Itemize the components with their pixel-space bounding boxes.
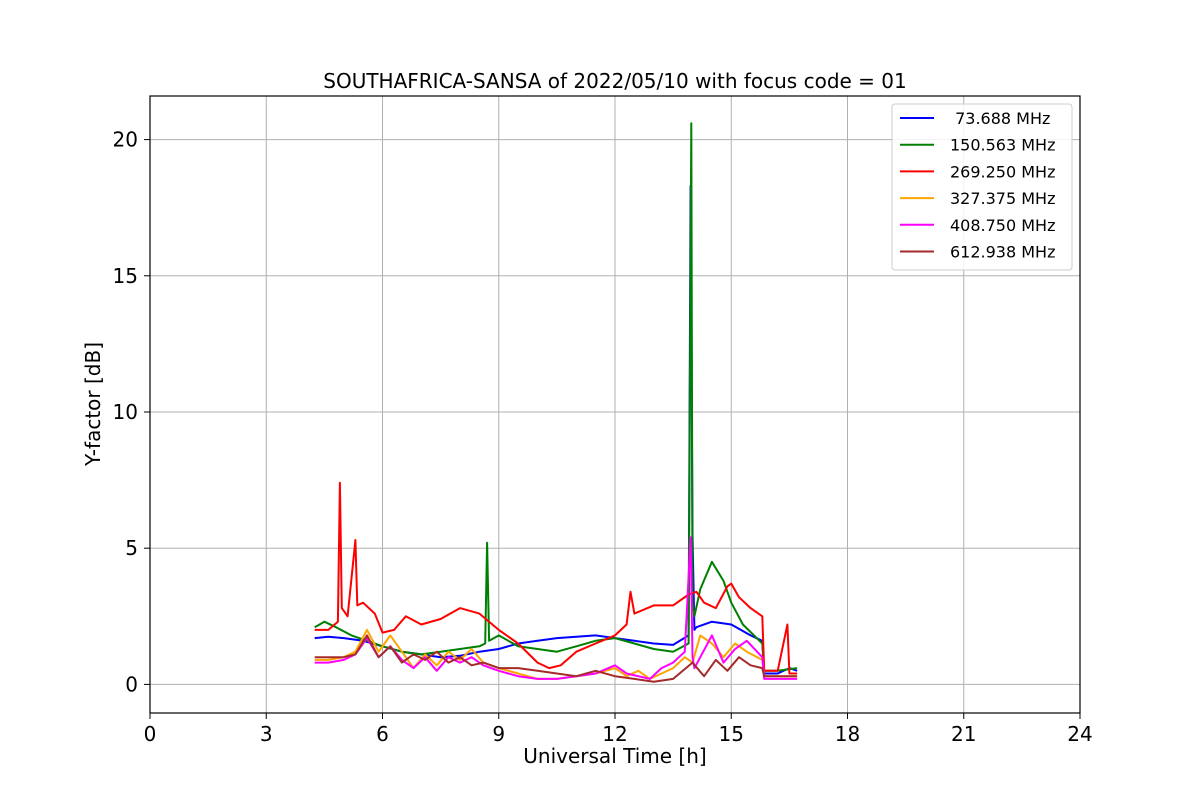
- legend-label: 150.563 MHz: [950, 136, 1055, 155]
- y-tick-label: 15: [113, 264, 138, 288]
- x-tick-label: 9: [492, 722, 505, 746]
- x-axis-label: Universal Time [h]: [523, 744, 706, 768]
- y-tick-label: 0: [125, 672, 138, 696]
- legend-label: 327.375 MHz: [950, 189, 1055, 208]
- x-tick-label: 15: [719, 722, 744, 746]
- legend-label: 408.750 MHz: [950, 216, 1055, 235]
- series-line-6: [314, 634, 798, 683]
- series-line-1: [314, 184, 798, 675]
- x-tick-label: 18: [835, 722, 860, 746]
- x-tick-label: 12: [602, 722, 627, 746]
- y-tick-label: 10: [113, 400, 138, 424]
- y-tick-label: 5: [125, 536, 138, 560]
- x-tick-label: 0: [144, 722, 157, 746]
- ticks: 0 3 6 9 12 15 18 21 24 0 5 10 15 20: [113, 128, 1093, 746]
- chart-title: SOUTHAFRICA-SANSA of 2022/05/10 with foc…: [323, 69, 907, 93]
- series-line-3: [314, 481, 798, 675]
- series-line-2: [314, 122, 798, 672]
- x-tick-label: 3: [260, 722, 273, 746]
- series-line-5: [314, 536, 798, 680]
- series-lines: [314, 122, 798, 683]
- legend: 73.688 MHz 150.563 MHz 269.250 MHz 327.375 …: [891, 103, 1073, 271]
- legend-box: [891, 103, 1073, 271]
- y-tick-label: 20: [113, 128, 138, 152]
- x-tick-label: 21: [951, 722, 976, 746]
- legend-label: 612.938 MHz: [950, 243, 1055, 262]
- x-tick-label: 6: [376, 722, 389, 746]
- legend-label: 269.250 MHz: [950, 162, 1055, 181]
- y-axis-label: Y-factor [dB]: [81, 342, 105, 467]
- legend-label: 73.688 MHz: [950, 109, 1050, 128]
- x-tick-label: 24: [1067, 722, 1092, 746]
